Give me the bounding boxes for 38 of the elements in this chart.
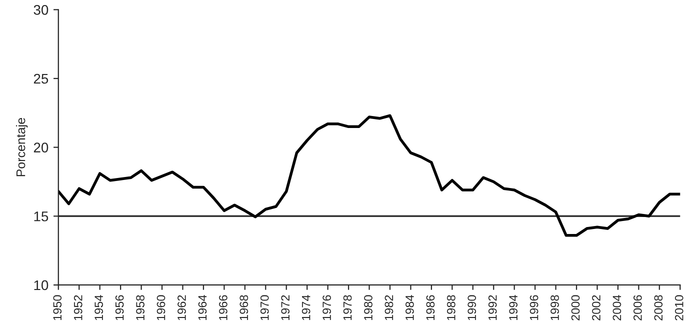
x-tick-label: 1978: [343, 295, 352, 320]
y-tick-label: 10: [34, 280, 48, 290]
x-tick-label: 1982: [384, 295, 394, 320]
x-tick-label: 2002: [592, 295, 600, 320]
x-tick-label: 1972: [281, 295, 290, 320]
x-tick-label: 1996: [530, 295, 538, 320]
x-tick-label: 1952: [74, 295, 82, 320]
x-tick-label: 2000: [571, 295, 580, 320]
x-tick-label: 1980: [364, 295, 372, 320]
y-tick-label: 15: [34, 212, 48, 222]
x-tick-label: 1994: [509, 295, 518, 320]
x-tick-label: 1974: [302, 295, 310, 320]
x-tick-label: 1964: [198, 295, 207, 320]
x-tick-label: 1968: [240, 295, 248, 320]
y-tick-label: 25: [34, 74, 48, 84]
x-tick-label: 1990: [468, 295, 476, 320]
x-tick-label: 1962: [178, 295, 186, 320]
x-tick-label: 1988: [446, 295, 456, 320]
x-tick-label: 1956: [115, 295, 124, 320]
x-tick-label: 1958: [136, 295, 144, 320]
x-tick-label: 1966: [219, 295, 228, 320]
x-tick-label: 1950: [53, 295, 62, 320]
x-tick-label: 1984: [406, 295, 414, 320]
x-tick-label: 2010: [674, 295, 684, 320]
x-tick-label: 2006: [633, 295, 642, 320]
x-tick-label: 1954: [94, 295, 104, 320]
x-tick-label: 2004: [612, 295, 622, 320]
y-tick-label: 30: [34, 4, 48, 15]
y-axis-title: Porcentaje: [16, 118, 28, 176]
line-series: [58, 114, 680, 237]
x-tick-label: 1986: [426, 295, 435, 320]
x-tick-label: 1992: [488, 295, 497, 320]
y-tick-label: 20: [34, 142, 48, 152]
x-tick-label: 1970: [260, 295, 269, 320]
x-tick-label: 1960: [156, 295, 166, 320]
x-tick-label: 1998: [550, 295, 559, 320]
x-tick-label: 1976: [322, 295, 331, 320]
x-tick-label: 2008: [654, 295, 663, 320]
